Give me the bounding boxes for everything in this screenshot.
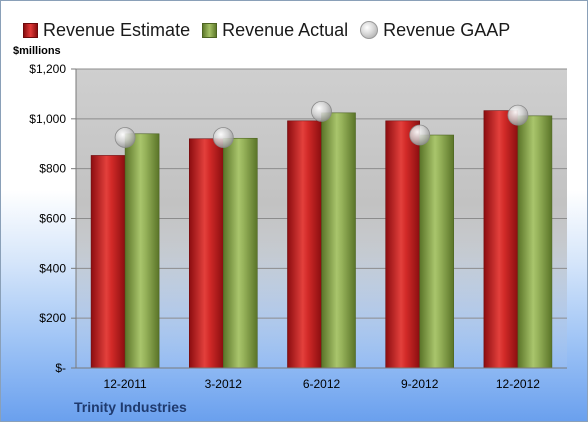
bar-revenue-actual bbox=[517, 115, 553, 369]
gaap-markers bbox=[114, 100, 529, 148]
y-tick-label: $1,000 bbox=[29, 112, 66, 126]
legend-swatch-actual bbox=[202, 22, 218, 38]
legend-label-estimate: Revenue Estimate bbox=[43, 19, 191, 40]
x-tick-label: 6-2012 bbox=[303, 377, 341, 391]
chart-legend: Revenue Estimate Revenue Actual Revenue … bbox=[23, 15, 522, 45]
y-tick-label: $400 bbox=[39, 261, 66, 275]
bars bbox=[90, 110, 553, 369]
marker-revenue-gaap bbox=[507, 104, 529, 126]
bar-revenue-estimate bbox=[189, 138, 224, 369]
bar-revenue-actual bbox=[321, 112, 356, 369]
legend-item-estimate: Revenue Estimate bbox=[23, 20, 190, 41]
bar-revenue-estimate bbox=[385, 120, 421, 369]
x-tick-label: 12-2011 bbox=[104, 377, 147, 391]
y-tick-label: $1,200 bbox=[29, 62, 66, 76]
x-tick-label: 12-2012 bbox=[496, 377, 540, 391]
marker-revenue-gaap bbox=[212, 127, 234, 148]
x-tick-label: 9-2012 bbox=[401, 377, 439, 391]
y-tick-label: $200 bbox=[39, 311, 66, 325]
bar-revenue-estimate bbox=[90, 155, 126, 369]
bar-revenue-estimate bbox=[483, 110, 519, 369]
bar-revenue-actual bbox=[124, 133, 160, 369]
legend-item-actual: Revenue Actual bbox=[202, 20, 348, 41]
marker-revenue-gaap bbox=[311, 100, 332, 122]
y-axis-unit-label: $millions bbox=[13, 45, 61, 57]
legend-swatch-estimate bbox=[23, 22, 38, 38]
y-tick-label: $800 bbox=[39, 162, 66, 176]
legend-label-actual: Revenue Actual bbox=[222, 19, 349, 40]
legend-item-gaap: Revenue GAAP bbox=[360, 20, 510, 41]
axes: $- $200 $400 $600 $800 $1,000 $1,200 12-2011 3-2… bbox=[29, 62, 567, 391]
marker-revenue-gaap bbox=[409, 124, 431, 146]
bar-revenue-actual bbox=[223, 137, 258, 369]
x-tick-label: 3-2012 bbox=[205, 377, 243, 391]
company-name: Trinity Industries bbox=[74, 399, 187, 415]
bar-revenue-estimate bbox=[287, 120, 322, 369]
legend-swatch-gaap bbox=[360, 21, 379, 39]
y-tick-label: $600 bbox=[39, 212, 66, 226]
bar-revenue-actual bbox=[419, 134, 455, 369]
legend-label-gaap: Revenue GAAP bbox=[383, 19, 511, 40]
marker-revenue-gaap bbox=[114, 127, 136, 148]
y-tick-label: $- bbox=[55, 361, 66, 375]
